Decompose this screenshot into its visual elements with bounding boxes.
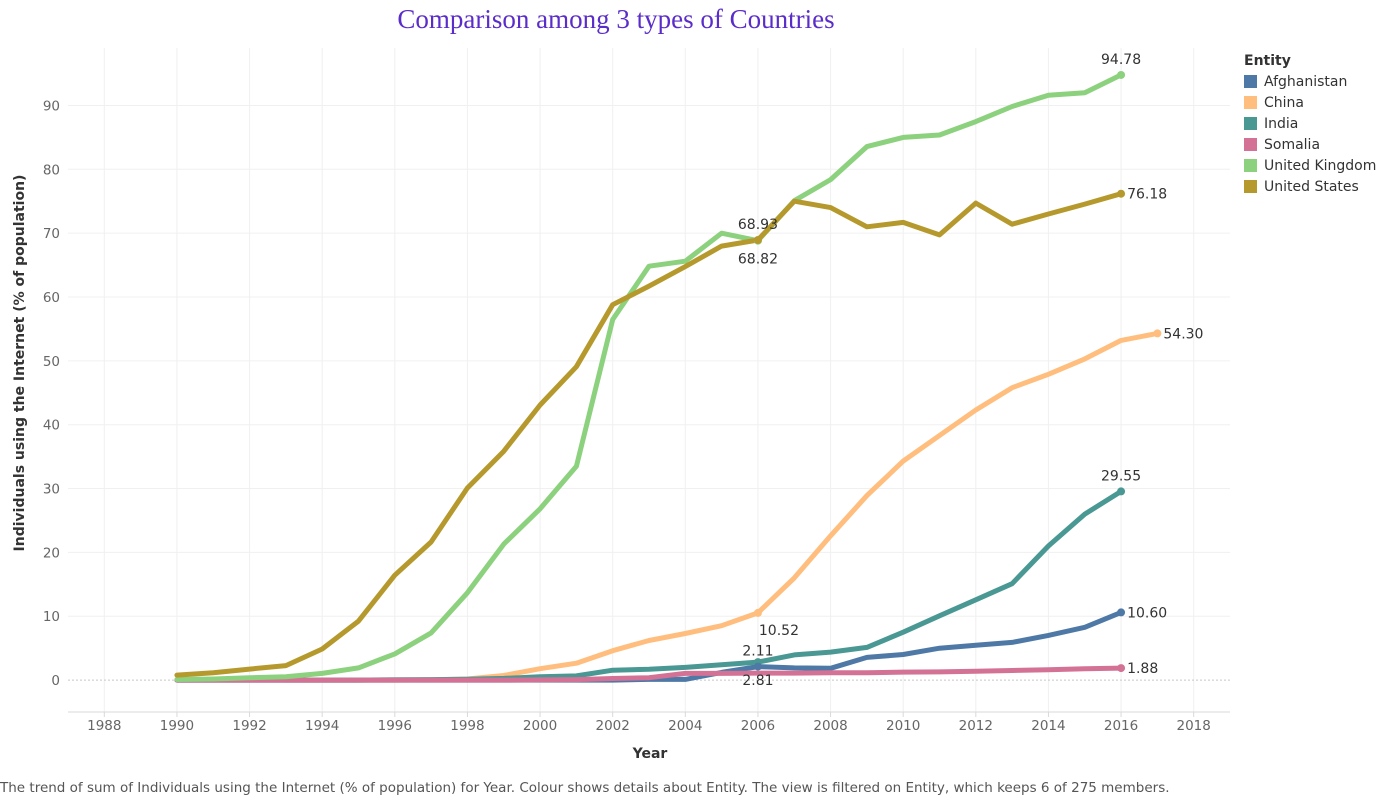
legend-swatch — [1244, 96, 1257, 109]
x-tick-label: 2014 — [1031, 718, 1065, 734]
x-tick-label: 1990 — [160, 718, 194, 734]
highlight-points — [753, 70, 1162, 673]
x-axis-title: Year — [632, 746, 668, 762]
data-labels: 94.78 76.18 54.30 29.55 10.60 1.88 68.93 68.82 1… — [738, 52, 1204, 689]
data-point[interactable] — [1117, 70, 1126, 79]
data-point[interactable] — [753, 662, 762, 671]
data-label: 10.52 — [759, 623, 799, 639]
data-label: 54.30 — [1163, 326, 1203, 342]
x-tick-label: 2010 — [886, 718, 920, 734]
data-label: 76.18 — [1127, 187, 1167, 203]
x-tick-label: 2002 — [596, 718, 630, 734]
legend-item[interactable]: United Kingdom — [1244, 155, 1376, 176]
data-label: 68.93 — [738, 217, 778, 233]
legend-items: Afghanistan China India Somalia United Kingd… — [1244, 71, 1376, 197]
data-label: 68.82 — [738, 252, 778, 268]
legend-label: China — [1264, 94, 1304, 111]
series-line-united-kingdom[interactable] — [174, 72, 1124, 682]
data-point[interactable] — [1153, 329, 1162, 338]
legend-swatch — [1244, 117, 1257, 130]
data-label: 10.60 — [1127, 605, 1167, 621]
data-point[interactable] — [753, 608, 762, 617]
y-tick-label: 40 — [43, 418, 60, 434]
legend-swatch — [1244, 180, 1257, 193]
chart-title: Comparison among 3 types of Countries — [397, 4, 835, 34]
legend-swatch — [1244, 159, 1257, 172]
x-tick-label: 1998 — [450, 718, 484, 734]
y-tick-label: 60 — [43, 290, 60, 306]
y-tick-label: 30 — [43, 482, 60, 498]
x-tick-label: 1992 — [232, 718, 266, 734]
data-label: 2.81 — [742, 673, 773, 689]
x-tick-label: 2008 — [813, 718, 847, 734]
data-point[interactable] — [1117, 189, 1126, 198]
legend-item[interactable]: United States — [1244, 176, 1376, 197]
x-tick-label: 2006 — [741, 718, 775, 734]
legend-label: Somalia — [1264, 136, 1321, 153]
axes: 1988 1990 1992 1994 1996 1998 2000 2002 2004 2006… — [43, 98, 1230, 734]
series-line-united-states[interactable] — [174, 191, 1124, 678]
legend-title: Entity — [1244, 53, 1291, 69]
x-tick-label: 1994 — [305, 718, 339, 734]
x-tick-label: 1988 — [87, 718, 121, 734]
legend-label: United Kingdom — [1264, 157, 1377, 174]
chart-caption: The trend of sum of Individuals using th… — [0, 780, 1170, 796]
legend: Entity Afghanistan China India Somalia Unite… — [1244, 53, 1376, 197]
y-axis-title: Individuals using the Internet (% of pop… — [12, 175, 28, 552]
series-line-china[interactable] — [283, 330, 1160, 683]
x-tick-label: 1996 — [378, 718, 412, 734]
y-tick-label: 50 — [43, 354, 60, 370]
grid — [68, 48, 1230, 712]
x-tick-label: 2012 — [959, 718, 993, 734]
x-tick-label: 2016 — [1104, 718, 1138, 734]
legend-item[interactable]: Afghanistan — [1244, 71, 1376, 92]
y-tick-label: 90 — [43, 98, 60, 114]
data-point[interactable] — [1117, 664, 1126, 673]
legend-item[interactable]: Somalia — [1244, 134, 1376, 155]
x-tick-label: 2018 — [1177, 718, 1211, 734]
x-tick-label: 2004 — [668, 718, 702, 734]
legend-item[interactable]: China — [1244, 92, 1376, 113]
x-tick-label: 2000 — [523, 718, 557, 734]
y-tick-label: 0 — [51, 673, 60, 689]
data-point[interactable] — [753, 235, 762, 244]
data-point[interactable] — [1117, 608, 1126, 617]
data-label: 1.88 — [1127, 661, 1158, 677]
y-tick-label: 10 — [43, 609, 60, 625]
legend-swatch — [1244, 138, 1257, 151]
legend-label: United States — [1264, 178, 1359, 195]
series-lines — [174, 72, 1160, 683]
legend-label: Afghanistan — [1264, 73, 1348, 90]
y-tick-label: 70 — [43, 226, 60, 242]
legend-item[interactable]: India — [1244, 113, 1376, 134]
data-point[interactable] — [1117, 487, 1126, 496]
legend-label: India — [1264, 115, 1299, 132]
y-tick-label: 20 — [43, 545, 60, 561]
data-label: 29.55 — [1101, 468, 1141, 484]
data-label: 2.11 — [742, 644, 773, 660]
series-line-somalia[interactable] — [174, 665, 1124, 683]
data-label: 94.78 — [1101, 52, 1141, 68]
y-tick-label: 80 — [43, 162, 60, 178]
legend-swatch — [1244, 75, 1257, 88]
